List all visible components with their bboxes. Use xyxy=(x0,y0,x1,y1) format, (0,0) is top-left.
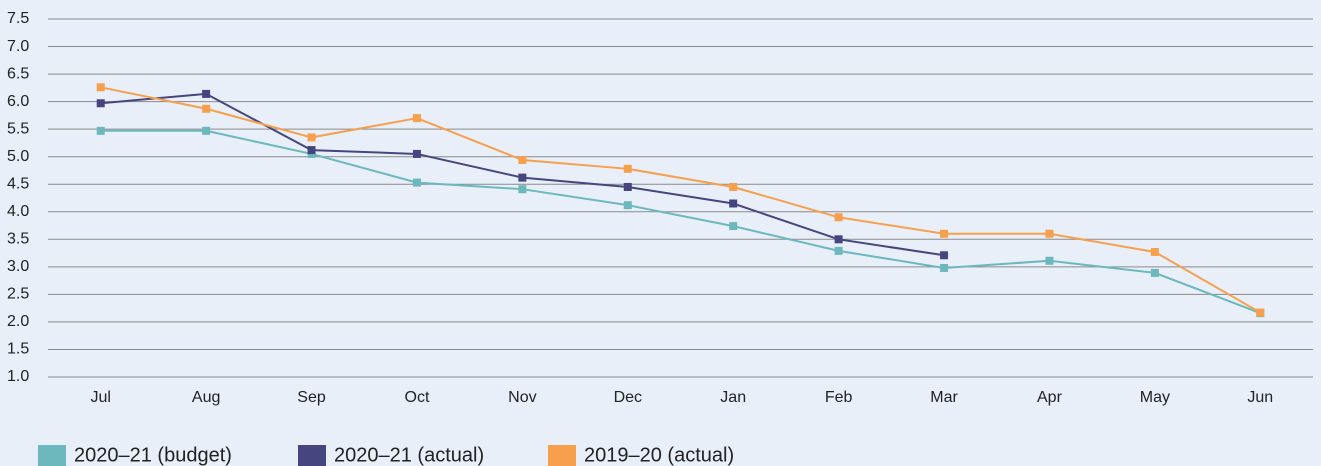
legend-swatch xyxy=(38,445,66,466)
x-tick-label: Nov xyxy=(508,389,536,406)
marker xyxy=(729,182,738,191)
marker xyxy=(834,246,843,255)
x-tick-label: Apr xyxy=(1037,389,1063,406)
series-line xyxy=(100,129,1261,315)
y-tick-label: 7.5 xyxy=(7,10,29,27)
legend-label: 2020–21 (actual) xyxy=(334,444,484,466)
x-tick-label: Jan xyxy=(720,389,746,406)
marker xyxy=(623,201,632,210)
marker xyxy=(1150,247,1159,256)
marker xyxy=(729,222,738,231)
marker xyxy=(1256,308,1265,317)
marker xyxy=(518,173,527,182)
y-tick-label: 3.5 xyxy=(7,231,29,248)
legend-label: 2019–20 (actual) xyxy=(584,444,734,466)
x-tick-label: Jun xyxy=(1247,389,1273,406)
marker xyxy=(307,146,316,155)
x-tick-label: Feb xyxy=(825,389,853,406)
marker xyxy=(1045,229,1054,238)
marker xyxy=(834,235,843,244)
marker xyxy=(834,213,843,222)
marker xyxy=(96,99,105,108)
y-tick-label: 3.0 xyxy=(7,258,29,275)
x-tick-label: Mar xyxy=(930,389,958,406)
y-tick-label: 2.0 xyxy=(7,313,29,330)
y-tick-label: 2.5 xyxy=(7,286,29,303)
y-tick-label: 6.0 xyxy=(7,93,29,110)
marker xyxy=(623,182,632,191)
y-tick-label: 6.5 xyxy=(7,65,29,82)
x-tick-label: Dec xyxy=(614,389,642,406)
marker xyxy=(729,199,738,208)
legend-swatch xyxy=(548,445,576,466)
marker xyxy=(940,263,949,272)
marker xyxy=(412,178,421,187)
y-tick-label: 1.0 xyxy=(7,368,29,385)
legend-label: 2020–21 (budget) xyxy=(74,444,232,466)
marker xyxy=(1045,256,1054,265)
marker xyxy=(202,104,211,113)
marker xyxy=(412,149,421,158)
y-tick-label: 4.0 xyxy=(7,203,29,220)
x-tick-label: Aug xyxy=(192,389,220,406)
marker xyxy=(96,83,105,92)
y-tick-label: 7.0 xyxy=(7,38,29,55)
x-tick-label: Jul xyxy=(90,389,110,406)
y-tick-label: 5.5 xyxy=(7,120,29,137)
marker xyxy=(940,229,949,238)
y-tick-label: 4.5 xyxy=(7,175,29,192)
marker xyxy=(412,114,421,123)
marker xyxy=(202,89,211,98)
marker xyxy=(518,185,527,194)
series-line xyxy=(100,86,1261,314)
y-tick-label: 1.5 xyxy=(7,341,29,358)
x-tick-label: Sep xyxy=(297,389,326,406)
y-tick-label: 5.0 xyxy=(7,148,29,165)
x-tick-label: Oct xyxy=(405,389,430,406)
marker xyxy=(96,126,105,135)
marker xyxy=(518,155,527,164)
marker xyxy=(940,251,949,260)
marker xyxy=(202,126,211,135)
marker xyxy=(1150,268,1159,277)
x-tick-label: May xyxy=(1140,389,1170,406)
marker xyxy=(307,133,316,142)
marker xyxy=(623,164,632,173)
legend-swatch xyxy=(298,445,326,466)
